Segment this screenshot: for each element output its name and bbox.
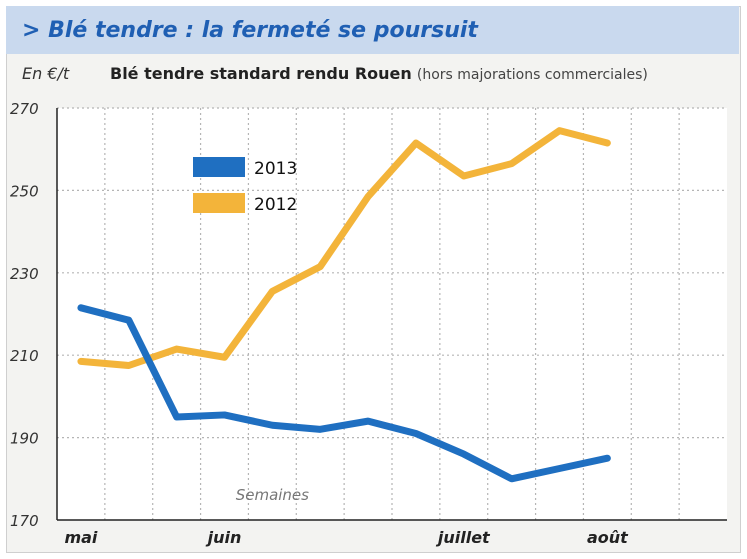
data-point-2013 — [271, 424, 273, 426]
data-point-2013 — [415, 432, 417, 434]
y-tick-label: 270 — [10, 100, 39, 118]
legend-swatch-2013 — [193, 157, 245, 177]
legend-label-2012: 2012 — [254, 195, 297, 215]
data-point-2012 — [224, 356, 225, 358]
chart-title-wrap: Blé tendre standard rendu Rouen (hors ma… — [110, 64, 648, 83]
x-tick-label: mai — [64, 528, 97, 547]
data-point-2012 — [176, 348, 178, 350]
data-point-2013 — [319, 428, 321, 430]
data-point-2013 — [128, 319, 130, 321]
x-tick-label: août — [587, 528, 629, 547]
chart-title: Blé tendre standard rendu Rouen — [110, 64, 412, 83]
data-point-2012 — [463, 175, 465, 177]
data-point-2012 — [559, 130, 560, 132]
data-point-2012 — [271, 290, 273, 292]
x-tick-label: juin — [205, 528, 242, 547]
data-point-2013 — [176, 416, 178, 418]
y-tick-label: 230 — [10, 265, 39, 283]
x-tick-label: juillet — [435, 528, 491, 547]
y-tick-label: 250 — [10, 182, 39, 200]
data-point-2013 — [224, 414, 225, 416]
series-line-2012 — [77, 127, 611, 369]
data-point-2012 — [128, 365, 130, 366]
unit-label: En €/t — [22, 64, 70, 83]
title-banner: > Blé tendre : la fermeté se poursuit — [6, 6, 739, 54]
data-point-2013 — [511, 478, 513, 480]
data-point-2012 — [367, 196, 369, 198]
y-tick-label: 170 — [10, 512, 39, 530]
data-point-2013 — [367, 420, 369, 422]
data-point-2013 — [80, 307, 82, 309]
data-point-2013 — [559, 468, 560, 469]
data-point-2013 — [606, 457, 608, 459]
page-title: > Blé tendre : la fermeté se poursuit — [22, 18, 478, 43]
data-point-2012 — [511, 163, 513, 165]
y-tick-label: 210 — [10, 347, 39, 365]
x-axis-label: Semaines — [236, 486, 309, 504]
y-tick-label: 190 — [10, 430, 39, 448]
series-line-2013 — [77, 304, 611, 483]
data-point-2013 — [463, 453, 465, 455]
data-point-2012 — [80, 360, 82, 362]
data-point-2012 — [319, 266, 321, 268]
data-point-2012 — [415, 142, 417, 144]
chart-title-note: (hors majorations commerciales) — [416, 67, 648, 83]
legend-swatch-2012 — [193, 193, 245, 213]
data-point-2012 — [606, 142, 608, 144]
legend-label-2013: 2013 — [254, 159, 297, 179]
